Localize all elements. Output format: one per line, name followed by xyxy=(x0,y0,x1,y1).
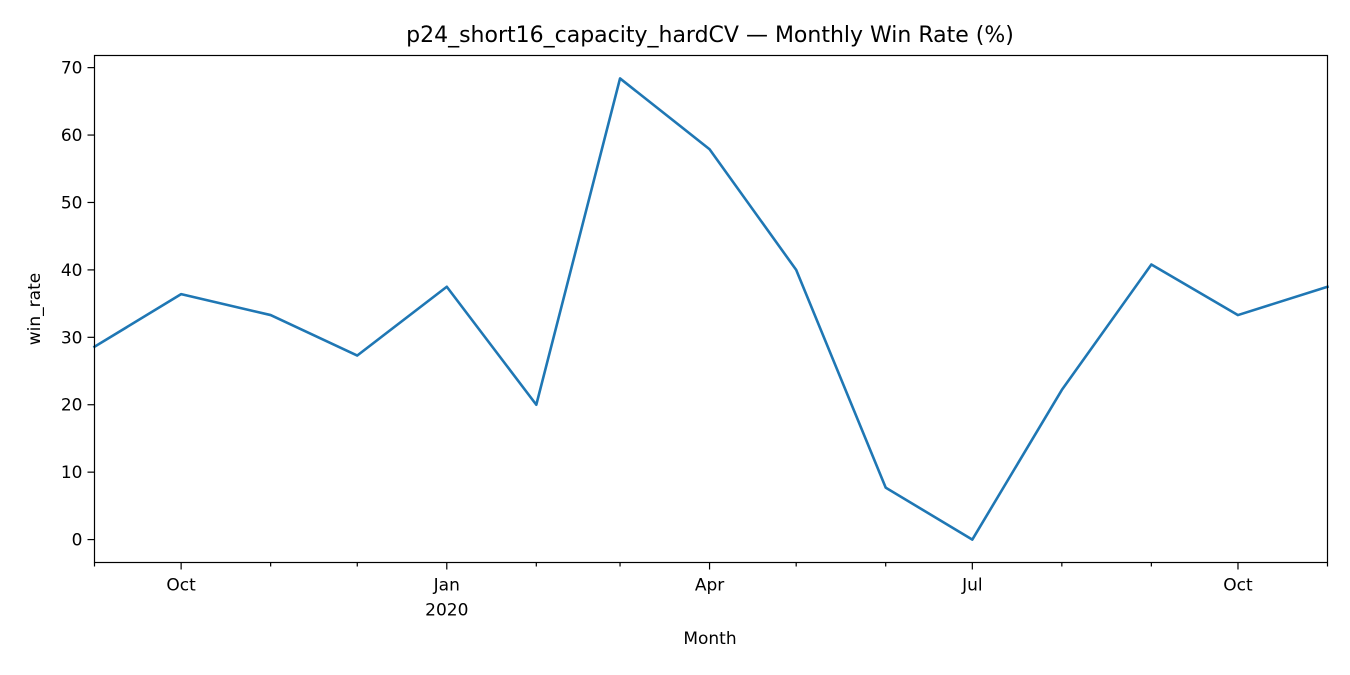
y-axis-label: win_rate xyxy=(25,273,45,345)
plot-frame xyxy=(93,54,1329,564)
series-line xyxy=(92,77,1330,541)
y-tick-label: 30 xyxy=(61,328,83,348)
x-axis-label: Month xyxy=(683,629,736,649)
y-tick-label: 40 xyxy=(61,261,83,281)
y-tick-label: 20 xyxy=(61,396,83,416)
x-tick-label: Apr xyxy=(695,576,724,596)
chart-title: p24_short16_capacity_hardCV — Monthly Wi… xyxy=(406,23,1014,48)
y-tick-label: 70 xyxy=(61,59,83,79)
y-tick-label: 50 xyxy=(61,193,83,213)
y-tick-label: 10 xyxy=(61,463,83,483)
x-tick-label: Oct xyxy=(1223,576,1253,596)
plot-area xyxy=(92,77,1330,541)
x-axis: Oct Jan 2020 Apr Jul Oct xyxy=(93,562,1329,621)
x-tick-label: Jan xyxy=(433,576,460,596)
x-tick-label: Jul xyxy=(961,576,983,596)
x-tick-label: Oct xyxy=(166,576,196,596)
y-tick-label: 0 xyxy=(72,531,83,551)
x-tick-sublabel: 2020 xyxy=(425,601,468,621)
y-axis: 0 10 20 30 40 50 60 70 xyxy=(61,59,95,551)
y-tick-label: 60 xyxy=(61,126,83,146)
